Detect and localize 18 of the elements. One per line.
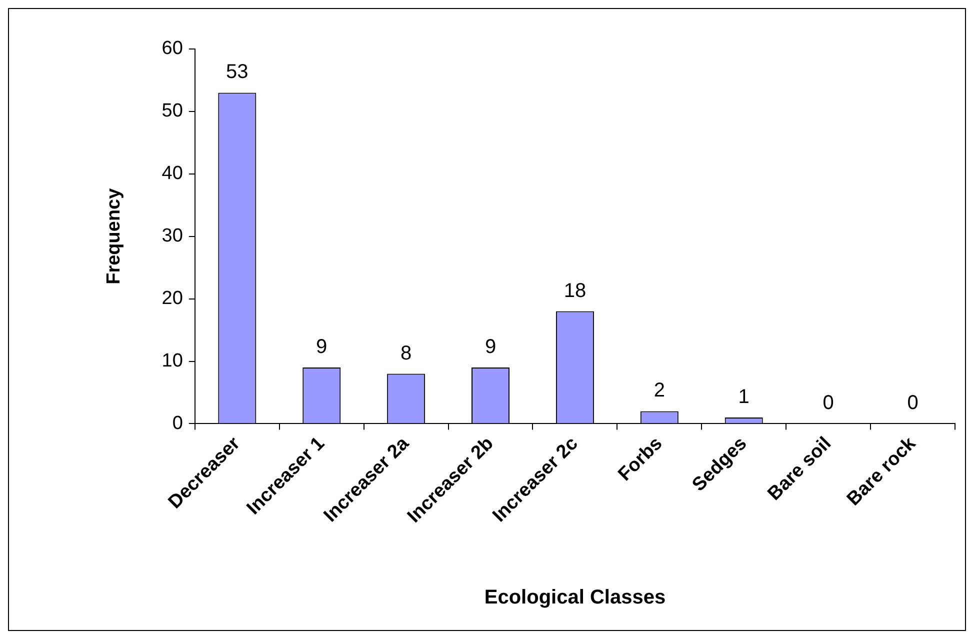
- x-axis-title: Ecological Classes: [484, 586, 666, 609]
- data-label: 18: [564, 280, 586, 302]
- y-tick-label: 10: [162, 350, 183, 372]
- y-tick-label: 0: [172, 412, 183, 434]
- data-label: 1: [738, 386, 750, 408]
- y-tick-label: 50: [162, 100, 183, 122]
- data-label: 0: [907, 392, 918, 414]
- data-label: 9: [484, 336, 496, 358]
- y-tick-label: 20: [162, 288, 183, 310]
- y-tick-label: 30: [162, 226, 183, 247]
- y-tick-label: 40: [162, 163, 183, 184]
- data-label: 9: [316, 336, 328, 358]
- y-tick-label: 60: [162, 38, 183, 60]
- y-axis-title: Frequency: [104, 188, 125, 284]
- data-label: 0: [822, 392, 834, 414]
- data-label: 8: [400, 342, 412, 364]
- data-label: 2: [654, 380, 665, 402]
- data-label: 53: [226, 61, 248, 84]
